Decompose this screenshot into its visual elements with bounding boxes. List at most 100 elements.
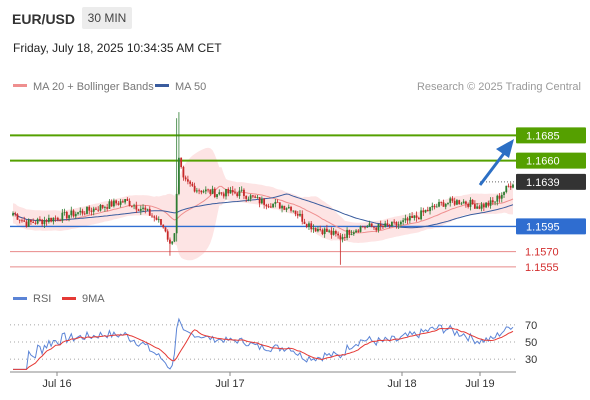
candle — [296, 211, 299, 219]
candle — [435, 203, 438, 208]
candle — [34, 220, 37, 225]
candle — [121, 199, 124, 203]
candle — [341, 233, 344, 243]
candle — [272, 203, 274, 208]
rsi-ma-legend-label: 9MA — [82, 293, 105, 305]
candle — [36, 217, 39, 225]
candle — [482, 202, 485, 212]
candle — [164, 227, 167, 233]
candle — [247, 196, 250, 202]
candle — [175, 118, 178, 242]
candle — [314, 227, 317, 232]
candle — [12, 211, 14, 217]
candle — [350, 230, 353, 236]
candle — [265, 203, 268, 210]
ma20-legend-swatch — [13, 84, 27, 87]
candle — [503, 191, 505, 199]
candle — [54, 215, 57, 222]
candle — [249, 193, 252, 202]
candle — [494, 201, 496, 206]
candle — [135, 201, 138, 214]
candle — [303, 218, 306, 225]
candle — [157, 216, 160, 223]
candle — [231, 186, 234, 196]
candle — [110, 199, 113, 207]
candle — [357, 229, 360, 233]
candle — [406, 216, 409, 224]
candle — [130, 205, 133, 208]
candle — [200, 190, 203, 195]
candle — [189, 180, 192, 187]
ma50-line — [12, 193, 514, 229]
candle — [72, 209, 75, 218]
ma20-line — [12, 185, 514, 234]
candle — [368, 220, 371, 228]
rsi-line — [13, 317, 514, 370]
candle — [238, 186, 241, 199]
candle — [471, 199, 474, 205]
candle — [278, 202, 281, 210]
x-axis: Jul 16 Jul 17 Jul 18 Jul 19 — [10, 371, 516, 390]
rsi-tick-0: 70 — [525, 320, 537, 332]
candle — [294, 210, 297, 217]
candle — [433, 203, 436, 210]
candle — [61, 209, 64, 223]
candle — [453, 197, 456, 207]
candle — [236, 192, 239, 198]
candle — [81, 208, 84, 216]
candle — [52, 217, 55, 225]
candle — [227, 187, 230, 197]
candle — [139, 205, 142, 215]
candle — [332, 227, 335, 236]
candle — [16, 213, 19, 220]
candle — [397, 221, 400, 229]
timeframe-badge[interactable]: 30 MIN — [82, 7, 132, 29]
candle — [379, 220, 382, 230]
candle — [148, 206, 151, 216]
price-levels — [10, 134, 516, 268]
candle — [292, 210, 295, 213]
candle — [460, 201, 463, 206]
candle — [290, 205, 292, 213]
candle — [364, 225, 366, 230]
candle — [274, 198, 277, 208]
candle — [162, 224, 165, 229]
candle — [225, 188, 227, 200]
candle — [79, 207, 82, 216]
candle — [68, 214, 70, 222]
rsi-tick-2: 30 — [525, 354, 537, 366]
candle — [146, 208, 149, 211]
candle — [218, 189, 221, 196]
candle — [312, 224, 315, 233]
candle — [207, 188, 209, 193]
candle — [328, 229, 331, 234]
candle — [386, 219, 389, 227]
candle — [27, 218, 30, 227]
candle — [269, 203, 272, 208]
level-tag-0 — [516, 127, 586, 144]
candle — [491, 197, 494, 206]
candle — [507, 183, 510, 188]
rsi-tick-1: 50 — [525, 337, 537, 349]
candle — [169, 237, 171, 256]
candle — [124, 199, 127, 205]
candle — [438, 199, 440, 208]
candle — [411, 212, 414, 218]
candle — [240, 186, 243, 193]
candle — [310, 221, 313, 233]
candle — [23, 216, 26, 223]
candle — [256, 195, 259, 199]
candle — [63, 208, 66, 216]
candle — [126, 197, 129, 201]
candle — [88, 205, 91, 215]
level-labels: 1.1685 1.1660 1.1639 1.1595 1.1570 1.1555 — [516, 127, 586, 274]
candle — [359, 225, 362, 233]
level-label-1: 1.1660 — [526, 156, 560, 168]
candle — [458, 199, 461, 205]
candle — [509, 182, 512, 190]
candle — [209, 189, 212, 196]
candle — [451, 196, 454, 203]
candle — [299, 210, 301, 217]
candle — [32, 218, 35, 224]
candle — [254, 194, 257, 199]
